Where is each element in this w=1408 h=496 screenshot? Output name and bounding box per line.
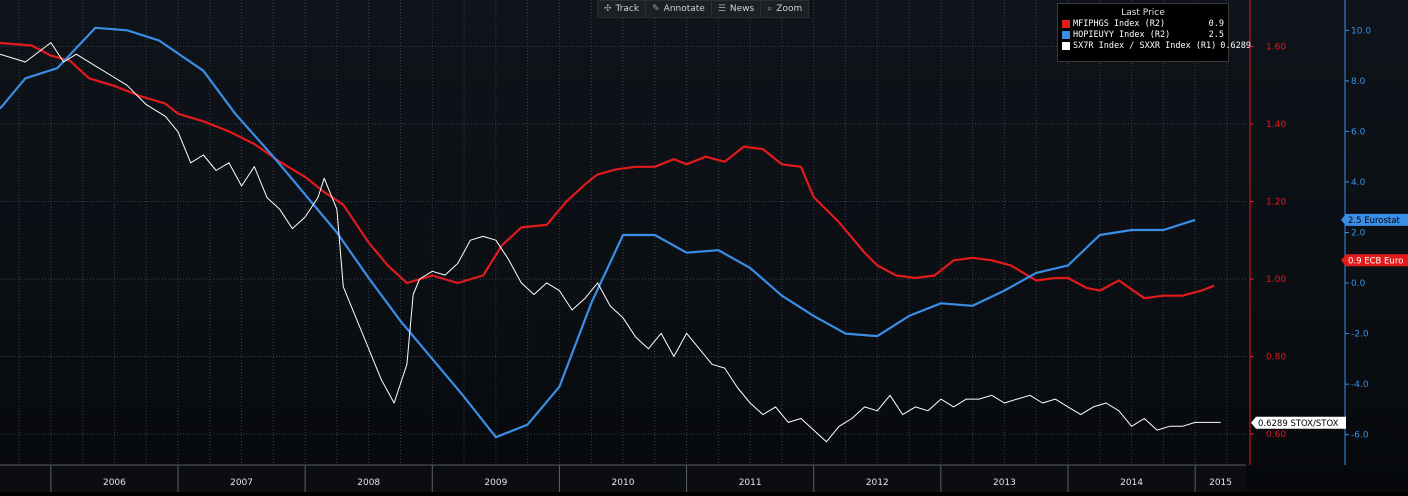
series-line-0 [0,41,1215,300]
last-value-tag-bg [1341,254,1408,267]
x-tick-label: 2009 [484,478,507,488]
r1-tick-label: 1.40 [1266,120,1286,130]
x-tick-label: 2013 [993,478,1016,488]
x-tick-label: 2015 [1209,478,1232,488]
r2-tick-label: 0.0 [1351,279,1366,289]
x-tick-label: 2008 [357,478,380,488]
last-value-tag: 0.6289 STOX/STOX [1251,416,1346,429]
pencil-icon: ✎ [652,4,660,14]
news-button[interactable]: ☰ News [712,1,762,17]
r2-tick-label: 6.0 [1351,127,1366,137]
last-value-tag: 2.5 Eurostat [1341,213,1408,226]
zoom-label: Zoom [776,4,803,14]
legend-title: Last Price [1121,8,1165,18]
legend-name: HOPIEUYY Index (R2) [1073,29,1171,40]
last-value-tag-label: 2.5 Eurostat [1348,216,1400,226]
annotate-label: Annotate [663,4,705,14]
x-tick-label: 2011 [739,478,762,488]
legend[interactable]: Last Price MFIPHGS Index (R2) 0.9 HOPIEU… [1057,3,1251,62]
zoom-button[interactable]: ⌕ Zoom [761,1,808,17]
r2-tick-label: 2.0 [1351,229,1366,239]
r1-tick-label: 1.00 [1266,275,1286,285]
chart-toolbar: ✣ Track ✎ Annotate ☰ News ⌕ Zoom [597,0,810,18]
legend-swatch-blue [1062,30,1070,39]
x-axis-band [0,465,1246,492]
r2-axis: 10.0 8.0 6.0 4.0 2.0 0.0 -2.0 -4.0 -6.0 [1344,0,1371,465]
r2-tick-label: 10.0 [1351,26,1371,36]
legend-swatch-white [1062,41,1070,50]
r2-tick-label: -4.0 [1351,380,1369,390]
series-layer [0,26,1221,443]
r1-tick-label: 1.60 [1266,43,1286,53]
news-icon: ☰ [717,4,726,14]
series-line-1 [0,26,1196,439]
r1-axis: 1.60 1.40 1.20 1.00 0.80 0.60 [1249,0,1286,465]
legend-name: MFIPHGS Index (R2) [1073,18,1166,29]
magnifier-icon: ⌕ [767,4,773,14]
track-label: Track [615,4,640,14]
legend-entry[interactable]: SX7R Index / SXXR Index (R1) 0.6289 [1058,40,1251,51]
r2-tick-label: -6.0 [1351,431,1369,441]
tag-layer: 2.5 Eurostat 0.9 ECB Euro 0.6289 STOX/STOX [1251,213,1408,429]
last-value-tag-bg [1251,416,1346,429]
legend-value: 0.9 [1208,18,1224,29]
r2-tick-label: 4.0 [1351,178,1366,188]
news-label: News [729,4,755,14]
annotate-button[interactable]: ✎ Annotate [646,1,712,17]
r1-tick-label: 1.20 [1266,198,1286,208]
r2-tick-label: -2.0 [1351,330,1369,340]
legend-value: 2.5 [1208,29,1224,40]
last-value-tag-label: 0.9 ECB Euro [1348,256,1403,266]
legend-swatch-red [1062,19,1070,28]
last-value-tag-label: 0.6289 STOX/STOX [1258,419,1339,429]
last-value-tag: 0.9 ECB Euro [1341,254,1408,267]
r1-tick-label: 0.60 [1266,430,1286,440]
r2-tick-label: 8.0 [1351,77,1366,87]
x-tick-label: 2006 [103,478,126,488]
series-line-2 [0,42,1221,443]
legend-name: SX7R Index / SXXR Index (R1) [1073,40,1217,51]
x-tick-label: 2010 [612,478,635,488]
r1-tick-label: 0.80 [1266,353,1286,363]
x-tick-label: 2012 [866,478,889,488]
x-axis: 2006 2007 2008 2009 2010 2011 2012 2013 2014 2015 [0,464,1246,492]
legend-entry[interactable]: MFIPHGS Index (R2) 0.9 [1058,18,1228,29]
track-button[interactable]: ✣ Track [598,1,647,17]
x-tick-label: 2007 [230,478,253,488]
legend-value: 0.6289 [1220,40,1252,51]
crosshair-icon: ✣ [604,4,612,14]
last-value-tag-bg [1341,213,1408,226]
grid-layer [0,0,1246,465]
x-tick-label: 2014 [1120,478,1143,488]
legend-entry[interactable]: HOPIEUYY Index (R2) 2.5 [1058,29,1228,40]
